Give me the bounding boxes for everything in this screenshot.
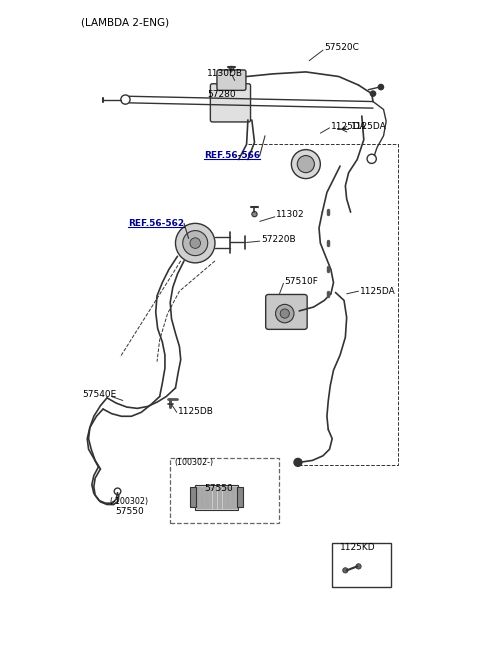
Circle shape [291, 149, 320, 179]
Bar [238, 487, 243, 507]
Text: 1125DA: 1125DA [360, 287, 396, 295]
Text: 57550: 57550 [204, 484, 232, 493]
Circle shape [297, 155, 314, 173]
Circle shape [229, 66, 234, 71]
Bar [223, 487, 227, 508]
Text: 1125KD: 1125KD [340, 543, 376, 552]
Text: 1125DB: 1125DB [178, 406, 214, 416]
Bar [213, 487, 216, 508]
Circle shape [183, 230, 208, 256]
Circle shape [252, 212, 257, 216]
Circle shape [371, 91, 376, 96]
FancyBboxPatch shape [265, 294, 307, 329]
Text: 57520C: 57520C [324, 43, 359, 52]
Text: 57280: 57280 [207, 90, 236, 100]
Text: 1130DB: 1130DB [207, 70, 243, 78]
Bar [228, 487, 232, 508]
Circle shape [176, 223, 215, 263]
Bar [233, 487, 237, 508]
Circle shape [294, 458, 302, 466]
Text: 1125DA: 1125DA [331, 122, 367, 131]
Text: 11302: 11302 [276, 210, 305, 219]
Circle shape [378, 84, 384, 90]
Text: REF.56-562: REF.56-562 [128, 219, 184, 228]
Circle shape [280, 309, 289, 318]
Text: 1125DA: 1125DA [350, 122, 386, 131]
Text: (-100302): (-100302) [109, 497, 149, 507]
Bar [197, 487, 201, 508]
Circle shape [190, 238, 201, 248]
Bar [332, 542, 392, 588]
Bar [203, 487, 206, 508]
Text: 57550: 57550 [115, 507, 144, 516]
Bar [207, 487, 211, 508]
Text: 57540E: 57540E [82, 390, 116, 399]
Bar [195, 485, 238, 510]
FancyBboxPatch shape [210, 84, 251, 122]
Bar [218, 487, 221, 508]
Bar [170, 458, 279, 523]
Circle shape [276, 304, 294, 323]
Circle shape [343, 568, 348, 573]
Text: REF.56-566: REF.56-566 [204, 151, 260, 160]
Text: (100302-): (100302-) [174, 458, 213, 467]
Circle shape [356, 564, 361, 569]
Text: 57510F: 57510F [285, 278, 319, 286]
Text: 57220B: 57220B [261, 235, 296, 244]
Text: (LAMBDA 2-ENG): (LAMBDA 2-ENG) [81, 17, 169, 27]
Bar [190, 487, 196, 507]
FancyBboxPatch shape [217, 70, 246, 90]
